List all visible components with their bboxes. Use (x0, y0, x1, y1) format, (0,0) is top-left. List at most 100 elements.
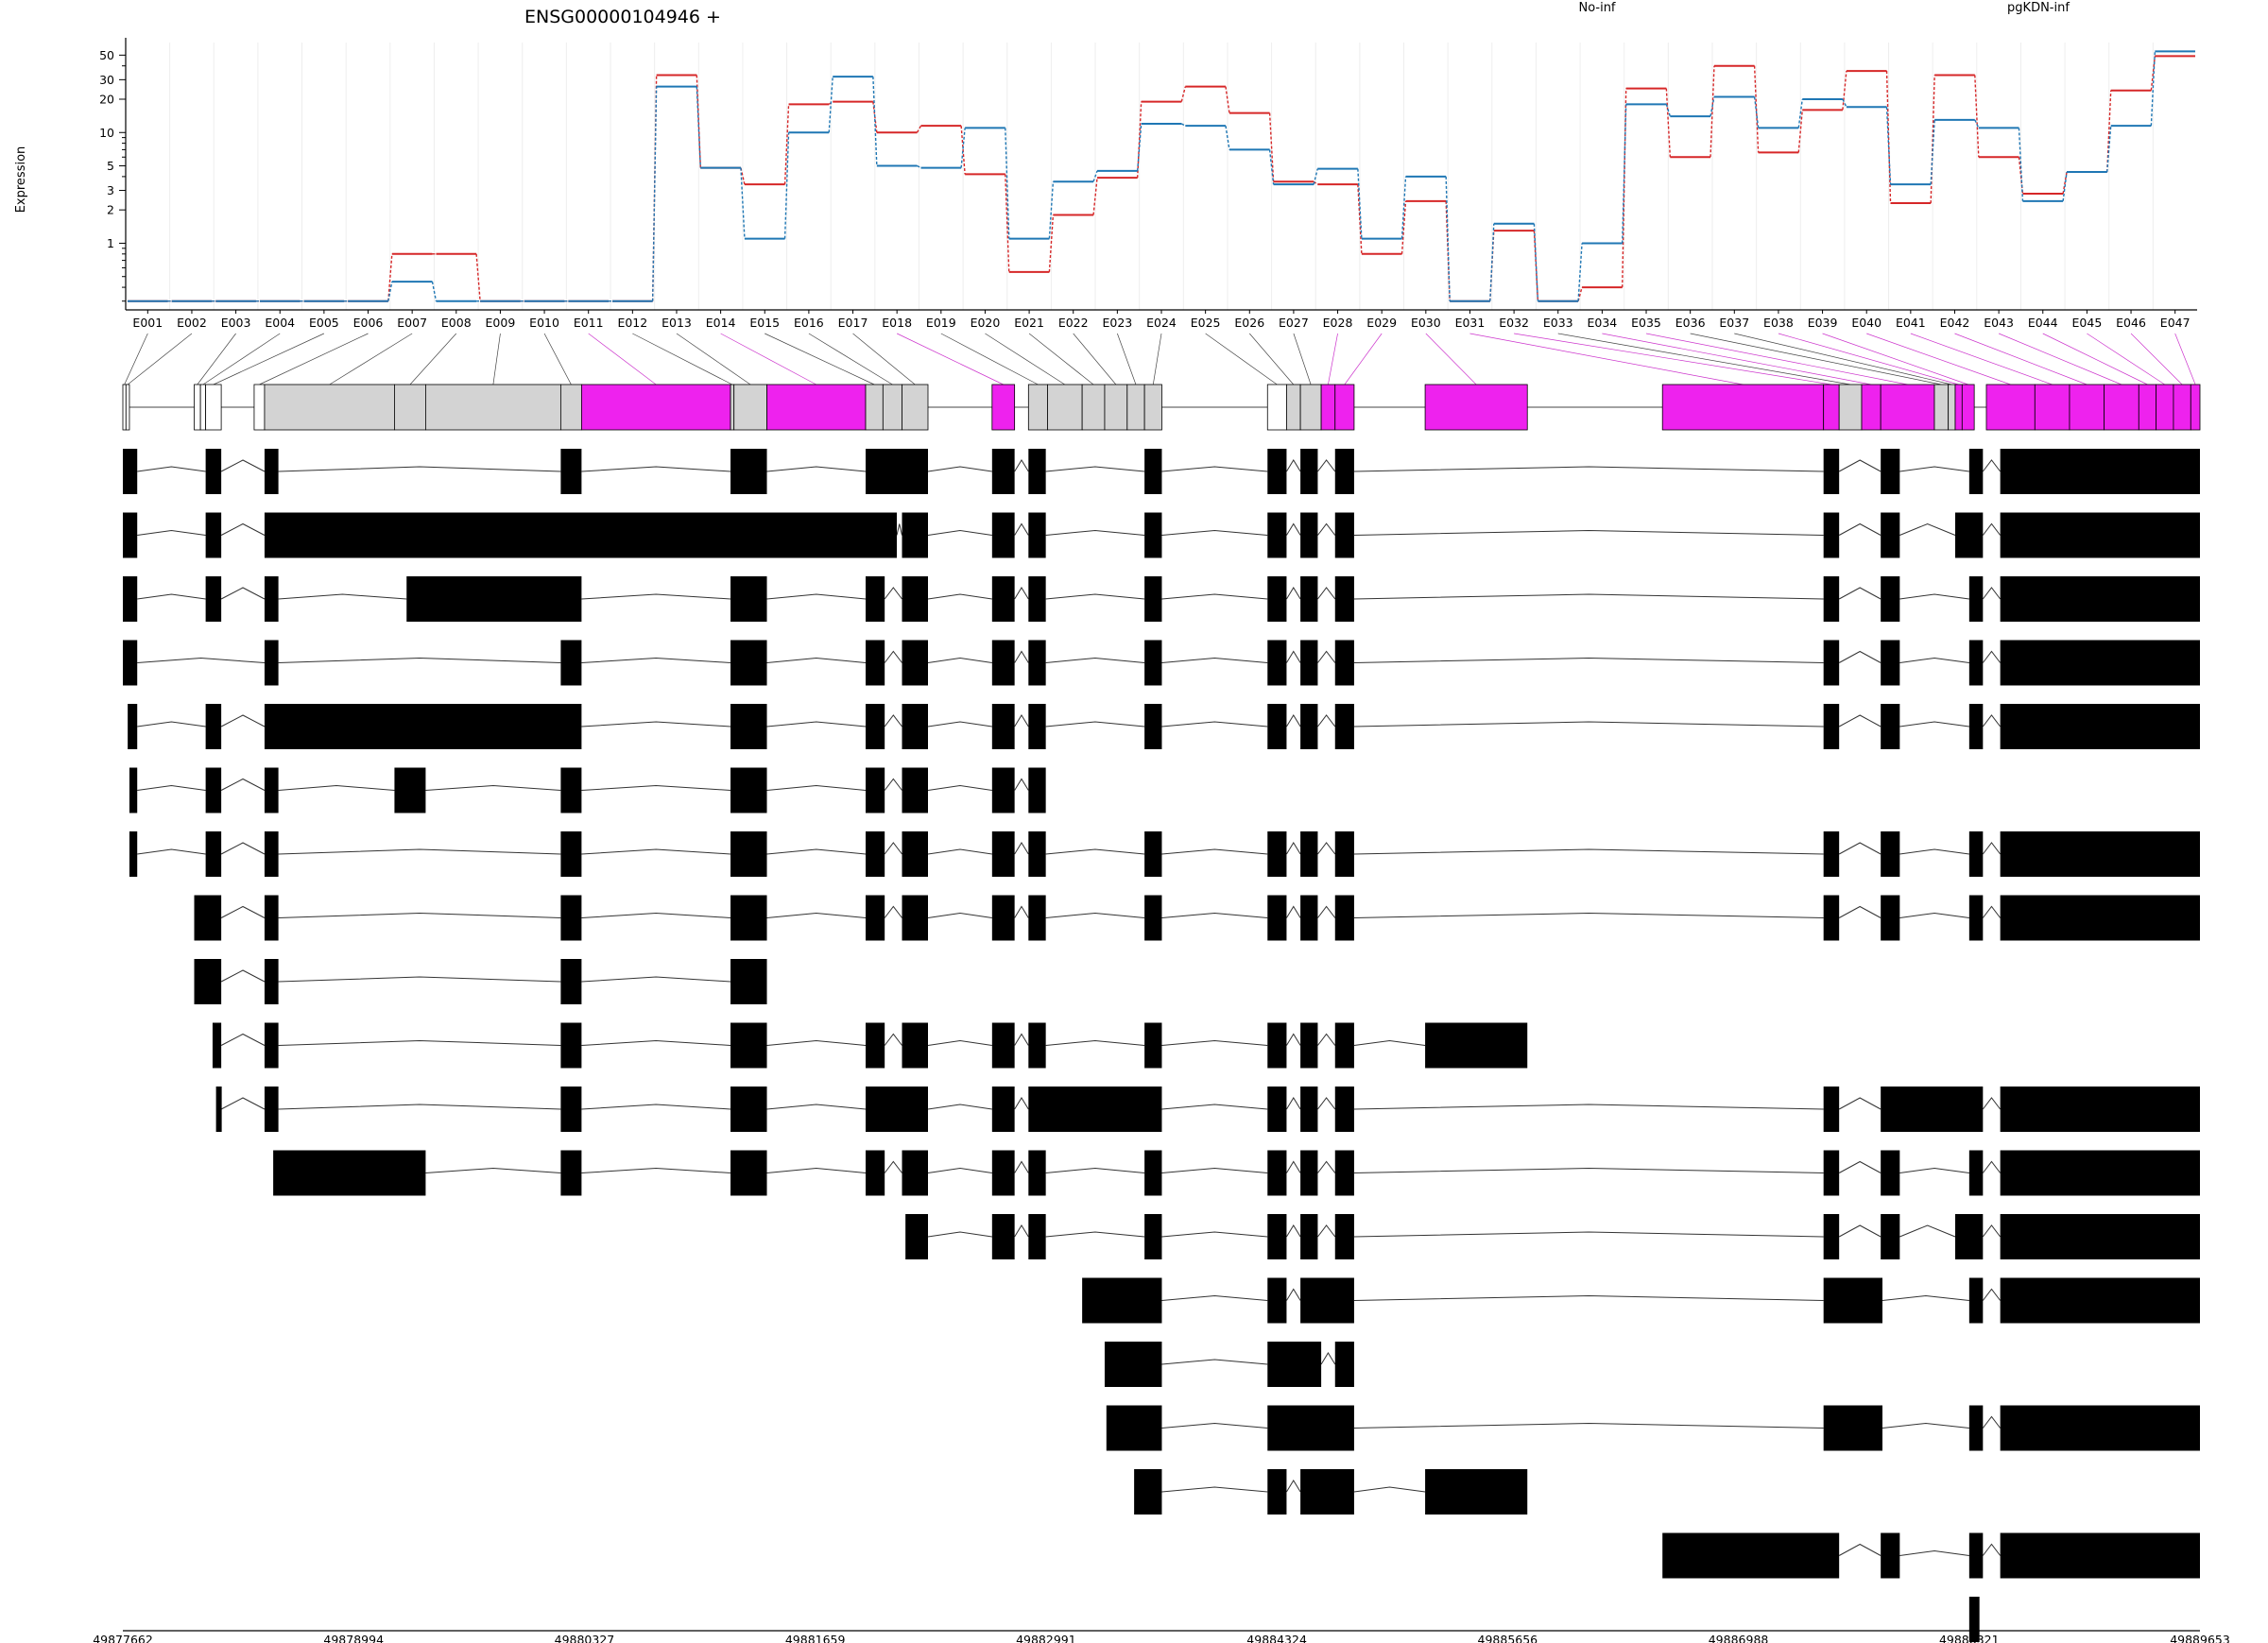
intron-connector (581, 593, 731, 600)
series-step (1136, 101, 1143, 179)
intron-connector (137, 466, 206, 472)
intron-connector (766, 593, 867, 600)
exon-bin (425, 384, 561, 431)
transcript-exon (129, 767, 138, 813)
transcript-exon (1881, 1214, 1900, 1259)
transcript-exon (1082, 1277, 1162, 1324)
intron-connector (1161, 848, 1268, 855)
intron-connector (927, 1167, 992, 1173)
series-step (2150, 51, 2156, 127)
exon-bin (1299, 384, 1322, 431)
series-pgKDN-inf (128, 50, 2195, 302)
transcript-exon (1300, 1022, 1318, 1069)
series-step (1180, 123, 1186, 127)
intron-connector (766, 1167, 867, 1173)
y-tick-label: 20 (99, 92, 114, 106)
intron-connector (1045, 466, 1145, 472)
series-step (431, 281, 438, 301)
intron-connector (1014, 714, 1029, 727)
intron-connector (425, 784, 561, 791)
bin-connector (1117, 333, 1137, 385)
intron-connector (1014, 778, 1029, 791)
transcript-exon (1968, 831, 1984, 877)
bin-connector (808, 333, 893, 385)
intron-connector (278, 912, 561, 918)
transcript-exon (560, 640, 582, 686)
transcript-exon (866, 576, 885, 622)
intron-connector (766, 912, 867, 918)
series-step (2106, 126, 2112, 173)
transcript-exon (205, 576, 222, 622)
transcript-exon (730, 767, 767, 813)
transcript-exon (1823, 895, 1840, 941)
x-category-label: E030 (1411, 316, 1441, 330)
intron-connector (1982, 522, 2002, 536)
series-step (1092, 170, 1098, 182)
transcript-exon (902, 767, 928, 813)
intron-connector (1899, 466, 1969, 472)
intron-connector (137, 721, 206, 727)
transcript-exon (1334, 1342, 1354, 1387)
x-category-label: E017 (838, 316, 868, 330)
x-category-label: E027 (1279, 316, 1309, 330)
transcript-exon (123, 512, 138, 558)
series-step (1445, 200, 1451, 301)
transcript-exon (194, 959, 222, 1004)
bin-connector (1954, 333, 2088, 385)
intron-connector (1353, 1167, 1824, 1173)
intron-connector (1317, 1224, 1336, 1238)
bin-connector (1152, 333, 1162, 385)
x-category-label: E043 (1984, 316, 2014, 330)
bin-connector (1328, 333, 1338, 385)
intron-connector (766, 657, 867, 663)
transcript-exon (730, 576, 767, 622)
genomic-tick-label: 49878994 (323, 1633, 384, 1643)
transcript-exon (1881, 831, 1900, 877)
intron-connector (1286, 842, 1301, 855)
intron-connector (896, 523, 902, 536)
series-step (696, 86, 701, 168)
intron-connector (1899, 912, 1969, 918)
exon-bin (199, 384, 207, 431)
intron-connector (1014, 522, 1029, 536)
transcript-exon (1300, 895, 1318, 941)
series-step (1400, 200, 1407, 254)
transcript-exon (264, 512, 898, 558)
intron-connector (1317, 842, 1336, 855)
bin-connector (213, 333, 325, 385)
transcript-exon (1144, 704, 1162, 749)
bin-connector (1557, 333, 1851, 385)
genomic-tick-label: 49877662 (93, 1633, 153, 1643)
transcript-exon (1881, 576, 1900, 622)
intron-connector (1838, 714, 1881, 727)
transcript-exon (264, 831, 279, 877)
intron-connector (581, 1167, 731, 1173)
transcript-row (129, 767, 1046, 813)
transcript-exon (264, 959, 279, 1004)
transcript-exon (560, 895, 582, 941)
x-category-label: E018 (882, 316, 912, 330)
series-step (475, 253, 481, 301)
series-step (1048, 214, 1055, 272)
transcript-exon (1267, 1469, 1287, 1515)
series-step (1622, 88, 1627, 288)
transcript-exon (560, 767, 582, 813)
series-step (1136, 123, 1143, 171)
exon-bin (1661, 384, 1825, 431)
y-axis: 1 2 3 5 10 20 30 50 (99, 38, 2197, 311)
exon-bin (1823, 384, 1840, 431)
transcript-exon (730, 1087, 767, 1132)
transcript-exon (1028, 767, 1046, 813)
bin-connector (1293, 333, 1312, 385)
exon-bin (2190, 384, 2201, 431)
exon-bin (766, 384, 867, 431)
bin-connector (1205, 333, 1278, 385)
x-category-label: E006 (353, 316, 384, 330)
intron-connector (1353, 593, 1824, 600)
series-step (960, 126, 966, 175)
series-step (872, 77, 878, 166)
transcript-exon (1144, 576, 1162, 622)
genomic-tick-label: 49889653 (2170, 1633, 2230, 1643)
transcript-exon (560, 831, 582, 877)
transcript-exon (1300, 1277, 1354, 1324)
